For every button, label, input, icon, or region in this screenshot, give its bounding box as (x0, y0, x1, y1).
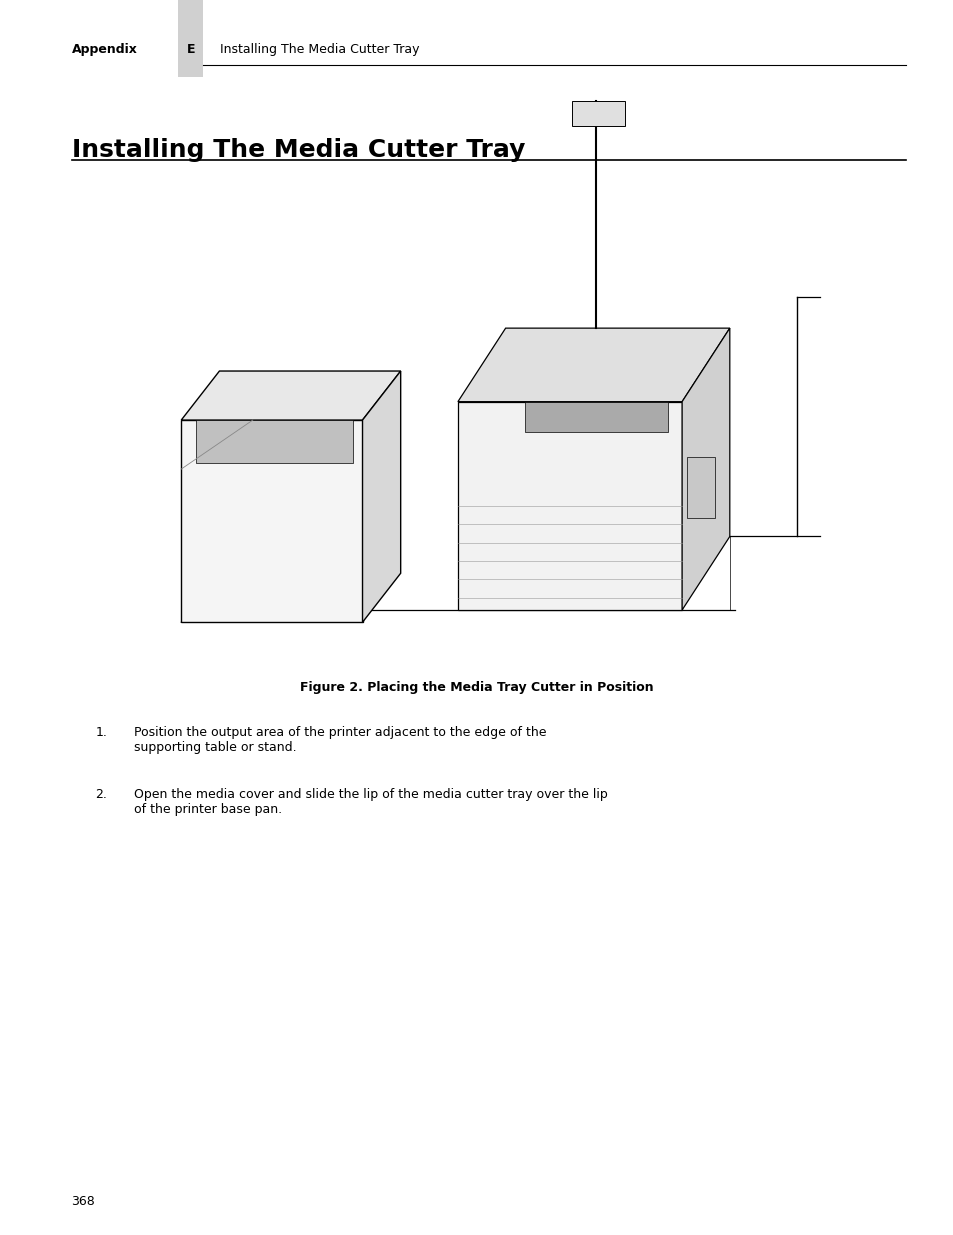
Text: Open the media cover and slide the lip of the media cutter tray over the lip
of : Open the media cover and slide the lip o… (133, 788, 607, 815)
Text: Installing The Media Cutter Tray: Installing The Media Cutter Tray (71, 138, 524, 162)
Polygon shape (681, 329, 729, 610)
FancyBboxPatch shape (178, 0, 203, 77)
Polygon shape (181, 370, 400, 420)
Text: Position the output area of the printer adjacent to the edge of the
supporting t: Position the output area of the printer … (133, 726, 545, 755)
Polygon shape (195, 420, 353, 463)
Polygon shape (181, 420, 362, 622)
Text: Appendix: Appendix (71, 43, 137, 57)
Text: 1.: 1. (95, 726, 107, 740)
Text: 2.: 2. (95, 788, 107, 800)
Polygon shape (362, 370, 400, 622)
Text: E: E (187, 43, 194, 57)
Text: 368: 368 (71, 1195, 95, 1208)
Polygon shape (457, 329, 729, 401)
Polygon shape (457, 401, 681, 610)
Polygon shape (572, 101, 624, 126)
Polygon shape (524, 401, 667, 432)
Text: Figure 2. Placing the Media Tray Cutter in Position: Figure 2. Placing the Media Tray Cutter … (300, 680, 653, 694)
Text: Installing The Media Cutter Tray: Installing The Media Cutter Tray (220, 43, 419, 57)
Polygon shape (686, 457, 715, 519)
